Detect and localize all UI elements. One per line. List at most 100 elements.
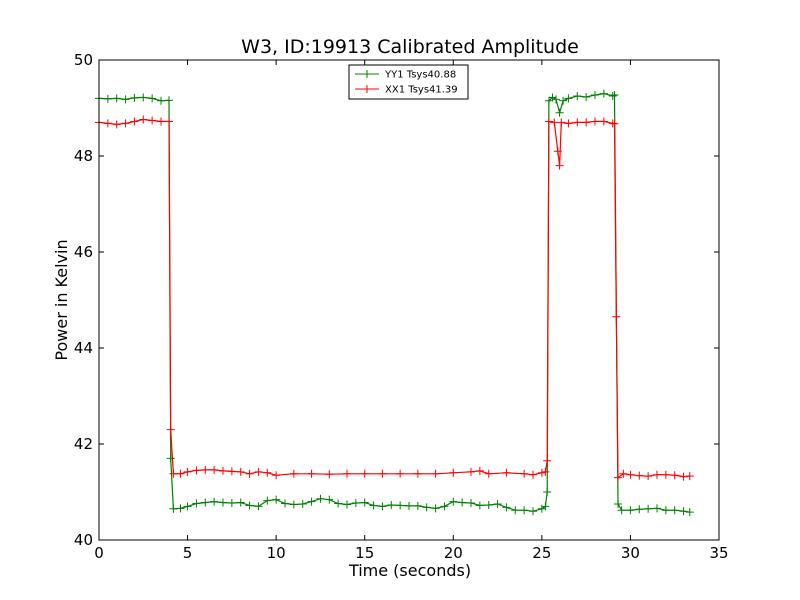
data-point xyxy=(272,495,281,504)
data-point xyxy=(543,456,552,465)
data-point xyxy=(378,469,387,478)
data-point xyxy=(644,504,653,513)
data-point xyxy=(343,469,351,478)
data-point xyxy=(183,467,192,476)
y-tick-label: 44 xyxy=(74,339,93,357)
data-point xyxy=(378,502,387,511)
data-point xyxy=(612,312,621,321)
data-point xyxy=(157,117,165,126)
data-point xyxy=(520,469,529,478)
data-point xyxy=(396,501,405,510)
data-point xyxy=(564,94,573,103)
data-point xyxy=(210,465,219,474)
data-point xyxy=(610,91,619,100)
data-point xyxy=(520,506,529,515)
data-point xyxy=(635,471,644,480)
data-point xyxy=(272,471,281,480)
data-point xyxy=(227,467,236,476)
data-point xyxy=(245,469,254,478)
data-point xyxy=(582,92,591,101)
legend-marker-yy1 xyxy=(363,70,371,78)
data-point xyxy=(130,117,139,126)
series-1 xyxy=(95,115,694,482)
y-axis: 40 42 44 46 48 50 xyxy=(74,51,719,549)
data-point xyxy=(176,469,185,478)
data-point xyxy=(548,93,557,102)
legend: YY1 Tsys40.88 XX1 Tsys41.39 xyxy=(348,64,469,100)
data-point xyxy=(591,91,599,100)
data-point xyxy=(289,469,298,478)
data-point xyxy=(484,500,493,509)
data-point xyxy=(298,500,307,508)
plot-frame xyxy=(98,59,720,541)
data-point xyxy=(236,467,245,476)
data-point xyxy=(610,119,619,128)
series-0 xyxy=(95,89,694,517)
data-point xyxy=(334,499,343,508)
data-point xyxy=(475,466,484,475)
data-point xyxy=(360,469,369,478)
x-tick-label: 5 xyxy=(183,544,193,562)
data-point xyxy=(289,500,298,509)
data-point xyxy=(157,96,165,105)
data-point xyxy=(544,117,553,126)
data-point xyxy=(169,469,178,478)
data-point xyxy=(325,470,334,479)
data-point xyxy=(201,498,210,507)
data-point xyxy=(307,497,316,506)
data-point xyxy=(139,115,148,124)
data-point xyxy=(555,161,564,170)
data-point xyxy=(219,498,227,507)
data-point xyxy=(582,118,591,127)
x-axis-label: Time (seconds) xyxy=(348,561,471,580)
data-point xyxy=(219,466,227,475)
y-tick-label: 50 xyxy=(74,51,93,69)
data-point xyxy=(396,469,405,478)
data-point xyxy=(608,92,617,100)
data-point xyxy=(201,465,210,474)
data-point xyxy=(614,473,623,482)
legend-label-xx1: XX1 Tsys41.39 xyxy=(385,85,458,96)
data-point xyxy=(529,470,537,479)
data-point xyxy=(360,498,369,507)
legend-label-yy1: YY1 Tsys40.88 xyxy=(384,70,456,81)
data-point xyxy=(245,501,254,510)
data-point xyxy=(467,499,475,508)
data-point xyxy=(661,470,670,479)
data-point xyxy=(263,496,272,505)
x-tick-label: 35 xyxy=(709,544,728,562)
x-tick-label: 0 xyxy=(94,544,104,562)
chart-title: W3, ID:19913 Calibrated Amplitude xyxy=(241,36,579,58)
data-point xyxy=(679,507,688,516)
data-point xyxy=(635,505,644,514)
data-point xyxy=(599,89,608,98)
data-point xyxy=(121,95,130,104)
data-point xyxy=(537,468,546,477)
data-point xyxy=(281,499,289,508)
data-point xyxy=(553,147,562,156)
data-point xyxy=(164,117,173,126)
data-point xyxy=(166,454,175,463)
data-point xyxy=(653,504,661,513)
data-point xyxy=(307,469,316,478)
data-point xyxy=(644,472,653,481)
series-line-0 xyxy=(98,92,690,513)
data-point xyxy=(458,498,467,507)
data-point xyxy=(670,506,679,515)
data-point xyxy=(670,471,679,480)
data-point xyxy=(413,469,422,478)
data-point xyxy=(351,499,360,508)
data-point xyxy=(148,116,157,125)
legend-frame xyxy=(348,64,469,100)
data-point xyxy=(387,500,396,509)
data-point xyxy=(103,94,112,103)
data-point xyxy=(511,506,520,515)
data-point xyxy=(529,507,537,516)
data-point xyxy=(130,93,139,102)
data-point xyxy=(573,92,582,100)
data-point xyxy=(544,96,553,105)
data-point xyxy=(431,504,440,513)
y-tick-label: 48 xyxy=(74,147,93,165)
data-point xyxy=(369,501,378,510)
